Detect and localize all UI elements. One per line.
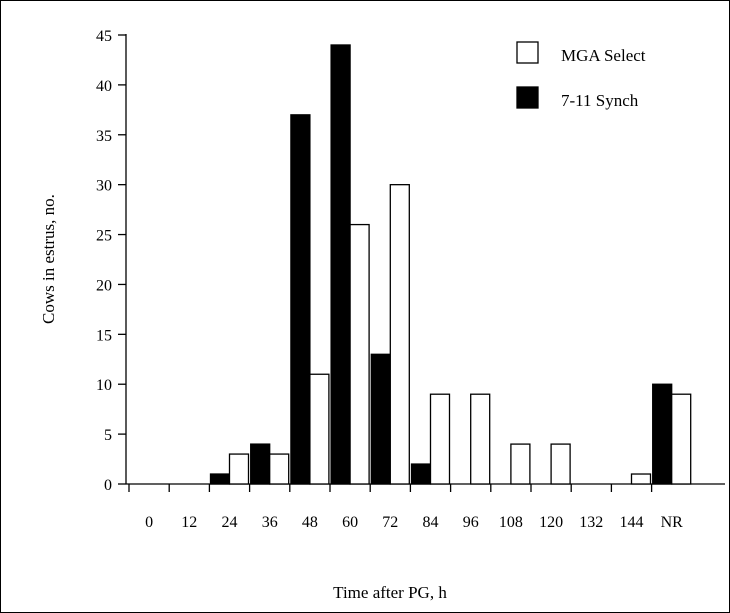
x-axis-title: Time after PG, h	[333, 583, 447, 602]
x-tick-label: 24	[222, 514, 238, 531]
bar-mga-select-96	[470, 393, 491, 485]
y-tick-label: 35	[96, 128, 112, 145]
y-tick-label: 30	[96, 178, 112, 195]
x-tick-label: 0	[145, 514, 153, 531]
bar-mga-select-nr	[671, 393, 692, 485]
y-tick-label: 5	[104, 427, 112, 444]
bar-7-11-synch-48	[290, 114, 311, 485]
x-tick-label: 36	[262, 514, 278, 531]
x-tick-label: 48	[302, 514, 318, 531]
bars	[209, 44, 692, 485]
bar-7-11-synch-36	[250, 443, 271, 485]
y-tick-label: 45	[96, 28, 112, 45]
bar-mga-select-108	[510, 443, 531, 485]
bar-7-11-synch-84	[410, 463, 432, 485]
bar-mga-select-84	[429, 393, 451, 485]
bar-7-11-synch-60	[330, 44, 351, 485]
y-axis: 0 5 10 15 20 25 30 35 40 45	[96, 28, 127, 494]
y-tick-label: 40	[96, 78, 112, 95]
legend-swatch-mga-select	[516, 41, 539, 64]
y-tick-label: 20	[96, 277, 112, 294]
x-tick-label: 132	[579, 514, 603, 531]
bar-mga-select-48	[309, 373, 330, 485]
x-tick-label: 96	[463, 514, 479, 531]
legend-label-mga-select: MGA Select	[561, 46, 646, 65]
x-tick-label: 72	[382, 514, 398, 531]
bar-7-11-synch-24	[209, 473, 231, 485]
x-tick-label: 108	[499, 514, 523, 531]
x-tick-label: 84	[423, 514, 439, 531]
bar-mga-select-144	[630, 473, 652, 485]
y-tick-label: 0	[104, 477, 112, 494]
legend: MGA Select 7-11 Synch	[516, 41, 646, 110]
x-tick-label: 144	[620, 514, 644, 531]
x-axis: 0 12 24 36 48 60 72 84 96 108 120 132 144 NR	[126, 483, 725, 531]
bar-7-11-synch-72	[370, 353, 391, 485]
bar-mga-select-120	[550, 443, 571, 485]
bar-mga-select-72	[389, 184, 410, 485]
bar-mga-select-24	[228, 453, 250, 485]
y-tick-label: 10	[96, 377, 112, 394]
legend-swatch-7-11-synch	[516, 86, 539, 109]
x-tick-label: NR	[661, 514, 684, 531]
y-tick-label: 15	[96, 327, 112, 344]
y-axis-title: Cows in estrus, no.	[39, 194, 58, 324]
x-tick-label: 60	[342, 514, 358, 531]
x-tick-label: 120	[539, 514, 563, 531]
y-tick-label: 25	[96, 228, 112, 245]
x-tick-label: 12	[181, 514, 197, 531]
legend-label-7-11-synch: 7-11 Synch	[561, 91, 639, 110]
bar-mga-select-60	[349, 223, 370, 485]
bar-7-11-synch-nr	[652, 383, 673, 485]
bar-mga-select-36	[269, 453, 290, 485]
